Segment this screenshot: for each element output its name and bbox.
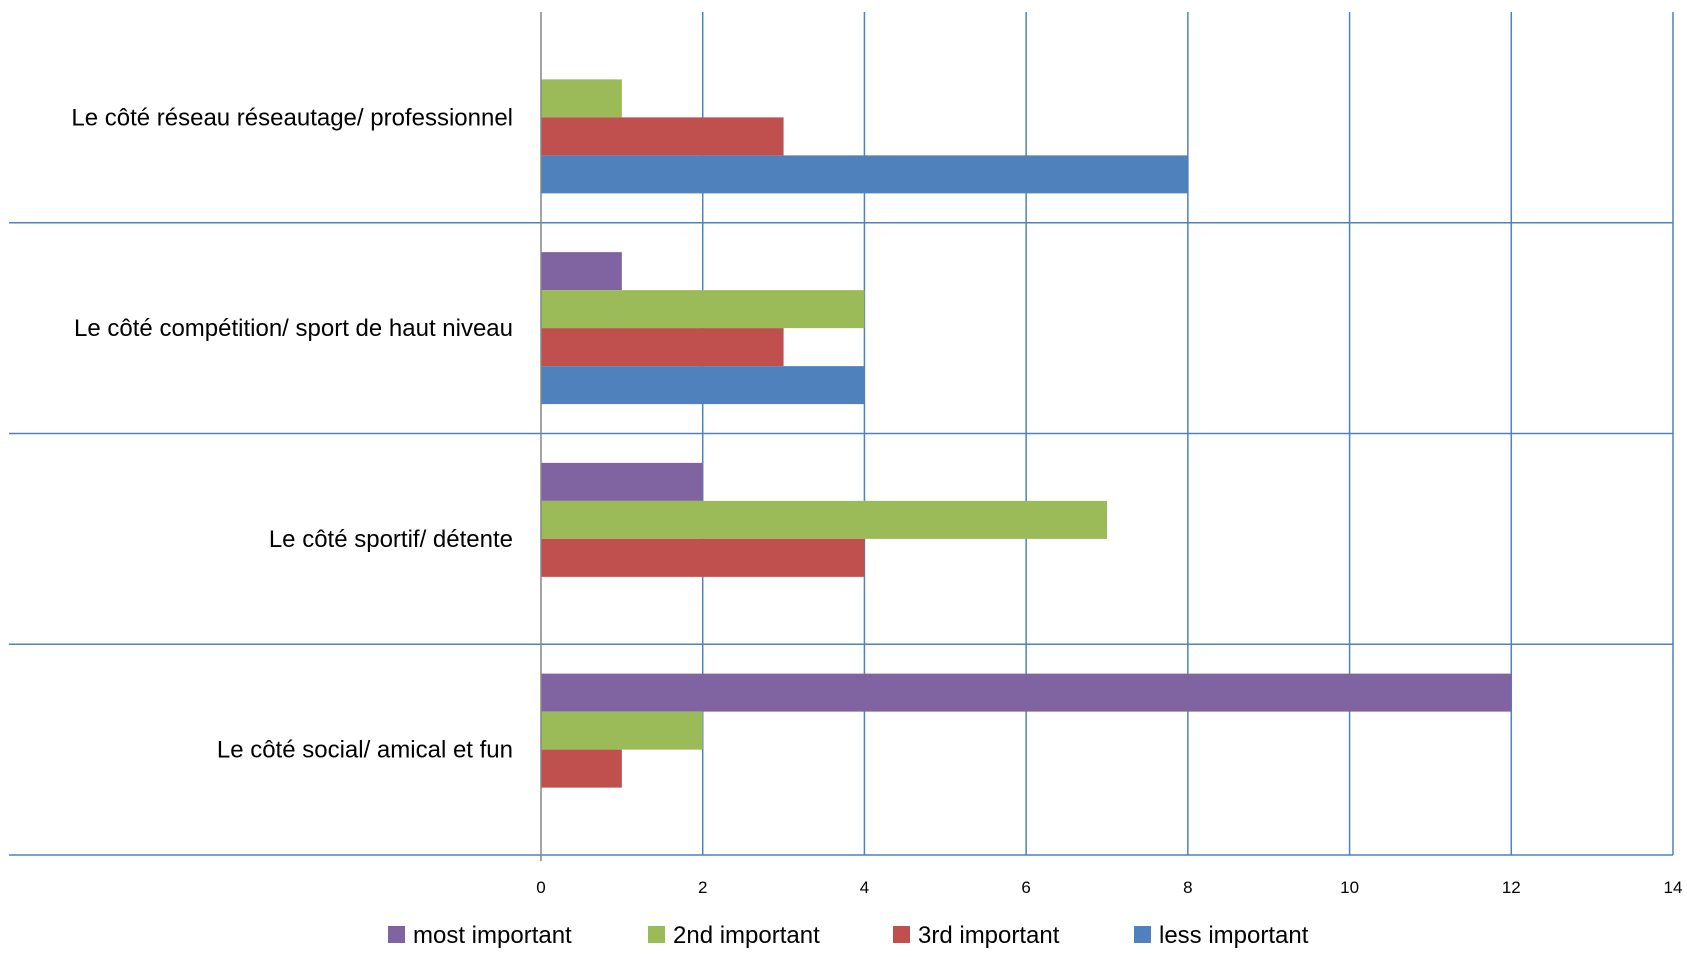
x-tick-label: 2 (698, 878, 707, 897)
legend-item: 3rd important (893, 922, 1060, 949)
bar (541, 711, 703, 750)
bar (541, 500, 1107, 539)
bar (541, 538, 865, 577)
legend-label: less important (1159, 922, 1309, 949)
bar (541, 252, 622, 291)
bar (541, 462, 703, 501)
gridlines (9, 12, 1674, 856)
category-label: Le côté social/ amical et fun (217, 737, 513, 764)
x-tick-label: 14 (1664, 878, 1683, 897)
legend-item: less important (1134, 922, 1309, 949)
category-labels: Le côté réseau réseautage/ professionnel… (71, 104, 513, 763)
x-tick-label: 4 (860, 878, 869, 897)
x-tick-labels: 0 2 4 6 8 10 12 14 (536, 878, 1682, 897)
bar (541, 673, 1512, 712)
bars (541, 79, 1512, 788)
category-label: Le côté compétition/ sport de haut nivea… (74, 315, 513, 342)
legend-label: 2nd important (673, 922, 820, 949)
x-tick-label: 10 (1340, 878, 1359, 897)
bar (541, 79, 622, 118)
legend-swatch (388, 926, 405, 943)
legend-item: 2nd important (648, 922, 820, 949)
bar (541, 328, 784, 367)
x-tick-label: 0 (536, 878, 545, 897)
legend: most important 2nd important 3rd important… (388, 922, 1309, 949)
x-tick-label: 6 (1021, 878, 1030, 897)
legend-item: most important (388, 922, 572, 949)
category-label: Le côté réseau réseautage/ professionnel (71, 104, 513, 131)
legend-label: most important (413, 922, 572, 949)
x-tick-label: 12 (1502, 878, 1521, 897)
category-label: Le côté sportif/ détente (269, 526, 513, 553)
legend-swatch (648, 926, 665, 943)
bar (541, 290, 865, 329)
bar (541, 366, 865, 405)
x-tick-label: 8 (1183, 878, 1192, 897)
bar (541, 155, 1188, 194)
legend-swatch (893, 926, 910, 943)
bar (541, 749, 622, 788)
legend-swatch (1134, 926, 1151, 943)
legend-label: 3rd important (918, 922, 1060, 949)
bar (541, 117, 784, 156)
